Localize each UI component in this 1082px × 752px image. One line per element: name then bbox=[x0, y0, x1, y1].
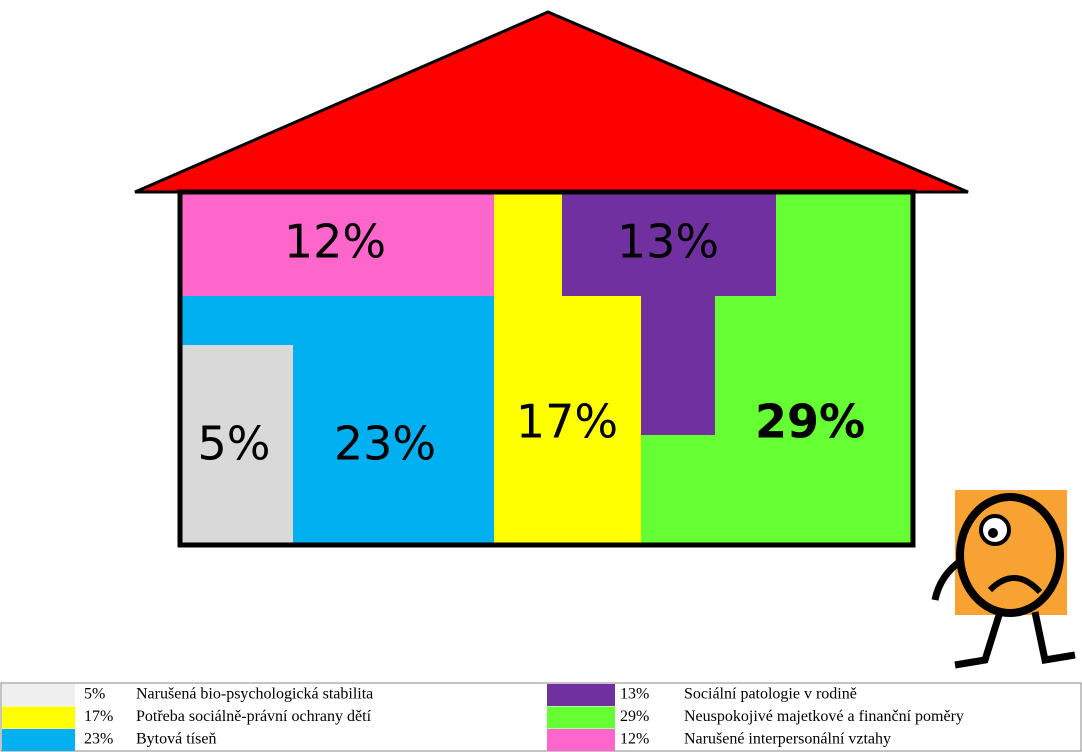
legend-label: Sociální patologie v rodině bbox=[684, 686, 857, 703]
legend-swatch bbox=[2, 729, 75, 751]
legend-label: Neuspokojivé majetkové a finanční poměry bbox=[684, 708, 964, 725]
segment bbox=[562, 192, 776, 435]
character-pupil bbox=[988, 528, 998, 538]
character-arm bbox=[931, 557, 965, 601]
legend-swatch bbox=[547, 729, 615, 751]
legend-value: 5% bbox=[84, 686, 105, 703]
character-mouth bbox=[987, 575, 1043, 595]
segment-label: 12% bbox=[284, 215, 386, 269]
legend-swatch bbox=[2, 706, 75, 729]
segment bbox=[180, 192, 494, 296]
segment-label: 17% bbox=[516, 395, 618, 449]
legend-swatch bbox=[547, 706, 615, 729]
legend-swatch bbox=[2, 684, 75, 706]
segment-label: 5% bbox=[198, 417, 271, 471]
legend-label: Narušená bio-psychologická stabilita bbox=[136, 686, 373, 703]
character bbox=[931, 490, 1076, 669]
character-face bbox=[956, 493, 1064, 617]
legend-label: Narušené interpersonální vztahy bbox=[684, 731, 891, 748]
house-outline bbox=[177, 189, 916, 548]
legend-value: 29% bbox=[620, 708, 649, 725]
legend-value: 13% bbox=[620, 686, 649, 703]
legend-box bbox=[0, 682, 1082, 752]
legend-value: 17% bbox=[84, 708, 113, 725]
roof bbox=[134, 10, 969, 194]
legend-label: Potřeba sociálně-právní ochrany dětí bbox=[136, 708, 372, 725]
segment bbox=[180, 345, 293, 543]
character-legs bbox=[954, 610, 1076, 669]
segment-label: 13% bbox=[617, 215, 719, 269]
legend-value: 12% bbox=[620, 731, 649, 748]
legend-label: Bytová tíseň bbox=[136, 731, 216, 748]
segment-label: 23% bbox=[334, 417, 436, 471]
legend-swatch bbox=[547, 684, 615, 706]
legend-value: 23% bbox=[84, 731, 113, 748]
segment-label: 29% bbox=[755, 395, 865, 449]
